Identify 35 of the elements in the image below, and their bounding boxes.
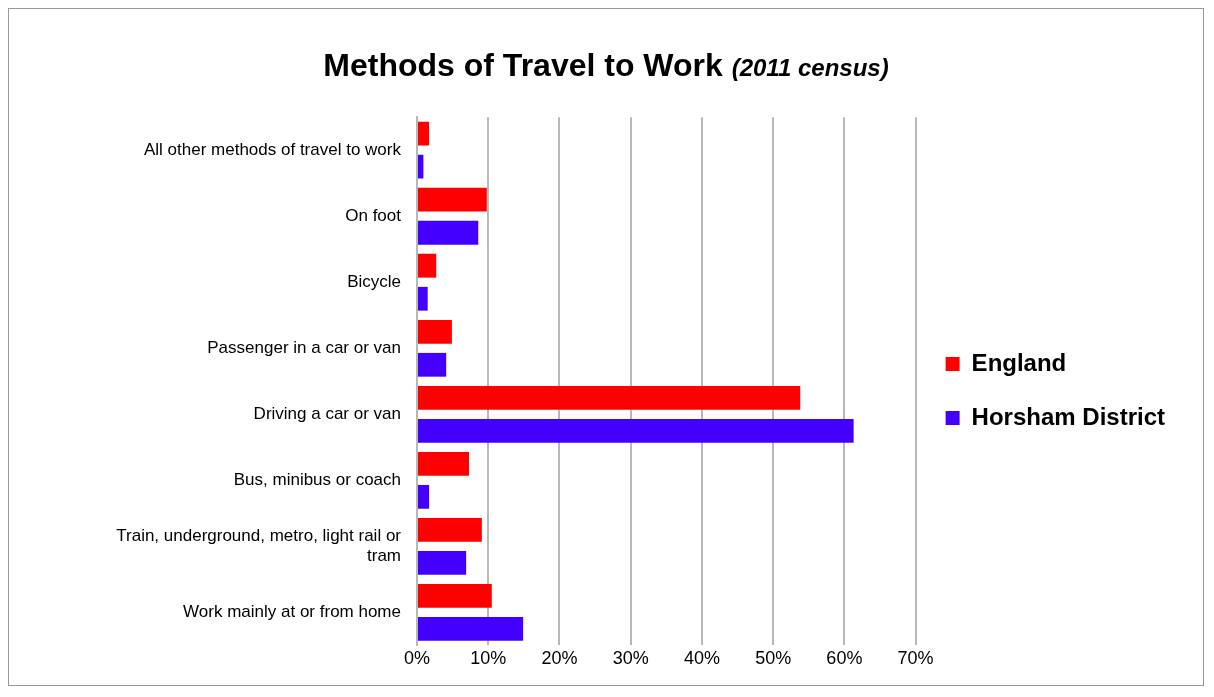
y-tick-label: Train, underground, metro, light rail or tram [116,525,402,566]
y-tick-label: On foot [345,205,402,225]
x-tick-label: 20% [541,648,578,669]
bar [418,154,424,179]
bar [418,550,467,575]
legend-label: England [971,348,1067,376]
bar [418,617,524,641]
bar [418,352,447,377]
y-tick-label: All other methods of travel to work [143,139,402,159]
x-tick-label: 30% [612,648,649,669]
x-tick-label: 10% [470,648,507,669]
x-tick-label: 50% [755,648,792,669]
bar [418,484,430,509]
x-tick-label: 0% [403,648,431,669]
bar [418,385,801,410]
x-tick-label: 60% [826,648,863,669]
y-tick-label: Driving a car or van [253,404,401,423]
x-tick-label: 40% [683,648,720,669]
bar [418,418,854,443]
y-tick-label: Passenger in a car or van [207,337,401,357]
legend-label: Horsham District [971,402,1166,430]
bar [418,121,430,146]
chart-title: Methods of Travel to Work (2011 census) [323,47,889,83]
bar [418,319,452,344]
y-tick-label: Work mainly at or from home [183,602,401,622]
bar [418,253,437,278]
x-tick-label: 70% [897,648,934,669]
y-tick-label: Bus, minibus or coach [233,470,401,490]
bar [418,286,428,311]
bar [418,220,479,245]
bar [418,517,482,542]
y-tick-label: Bicycle [347,271,401,291]
bar [418,584,492,608]
bar [418,187,487,212]
bar [418,451,469,476]
